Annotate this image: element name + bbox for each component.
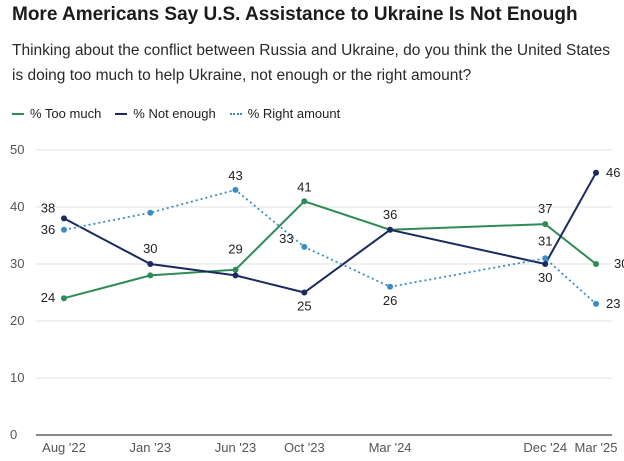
data-point-right-amount [232,186,239,193]
data-point-right-amount [147,209,154,216]
y-tick-label: 30 [10,256,24,271]
y-tick-label: 40 [10,199,24,214]
data-label-too-much: 24 [41,290,55,305]
legend-label-right-amount: % Right amount [247,106,341,121]
x-tick-label: Aug '22 [42,440,86,455]
legend-swatch-not-enough [115,112,128,115]
data-point-too-much [232,266,239,273]
data-label-right-amount: 36 [41,222,55,237]
x-tick-label: Jan '23 [130,440,172,455]
data-label-right-amount: 26 [383,293,397,308]
data-label-not-enough: 30 [538,270,552,285]
legend-item-right-amount: % Right amount [229,106,341,121]
data-label-right-amount: 43 [228,168,242,183]
data-point-not-enough [593,169,599,176]
data-point-not-enough [147,261,154,267]
data-point-too-much [542,221,549,228]
data-label-not-enough: 25 [297,299,311,314]
y-tick-label: 10 [10,370,24,385]
x-tick-label: Mar '25 [575,440,618,455]
legend-label-not-enough: % Not enough [133,106,216,121]
data-label-right-amount: 23 [606,296,620,311]
data-point-too-much [593,261,599,267]
data-label-not-enough: 30 [143,241,157,256]
data-point-right-amount [301,243,308,250]
series-line-not-enough [63,172,597,294]
data-point-not-enough [301,289,308,296]
x-tick-label: Oct '23 [284,440,325,455]
data-point-right-amount [61,226,67,233]
legend-item-not-enough: % Not enough [115,106,216,121]
data-point-not-enough [61,215,67,222]
data-label-right-amount: 31 [538,233,552,248]
data-label-too-much: 30 [614,256,624,271]
y-tick-label: 0 [10,427,17,442]
data-label-right-amount: 33 [279,231,293,246]
chart-title: More Americans Say U.S. Assistance to Uk… [12,4,578,25]
data-point-right-amount [387,283,394,290]
chart-legend: % Too much % Not enough % Right amount [12,106,340,121]
data-point-right-amount [542,255,549,262]
data-label-not-enough: 46 [606,165,620,180]
data-label-not-enough: 36 [383,207,397,222]
data-label-too-much: 41 [297,179,311,194]
y-tick-label: 20 [10,313,24,328]
data-point-not-enough [232,272,239,279]
data-point-too-much [147,272,154,279]
legend-item-too-much: % Too much [12,106,101,121]
chart-subtitle: Thinking about the conflict between Russ… [12,42,610,84]
y-tick-label: 50 [10,142,24,157]
x-tick-label: Jun '23 [215,440,257,455]
data-label-not-enough: 38 [41,200,55,215]
x-tick-label: Dec '24 [523,440,567,455]
data-point-too-much [61,295,67,302]
data-point-not-enough [542,261,549,267]
data-point-too-much [301,198,308,205]
legend-swatch-right-amount [229,112,242,115]
data-label-too-much: 37 [538,201,552,216]
data-label-too-much: 29 [228,242,242,257]
legend-label-too-much: % Too much [30,106,102,121]
data-point-right-amount [593,300,599,307]
legend-swatch-too-much [12,112,24,115]
data-point-not-enough [387,226,394,233]
x-tick-label: Mar '24 [369,440,412,455]
